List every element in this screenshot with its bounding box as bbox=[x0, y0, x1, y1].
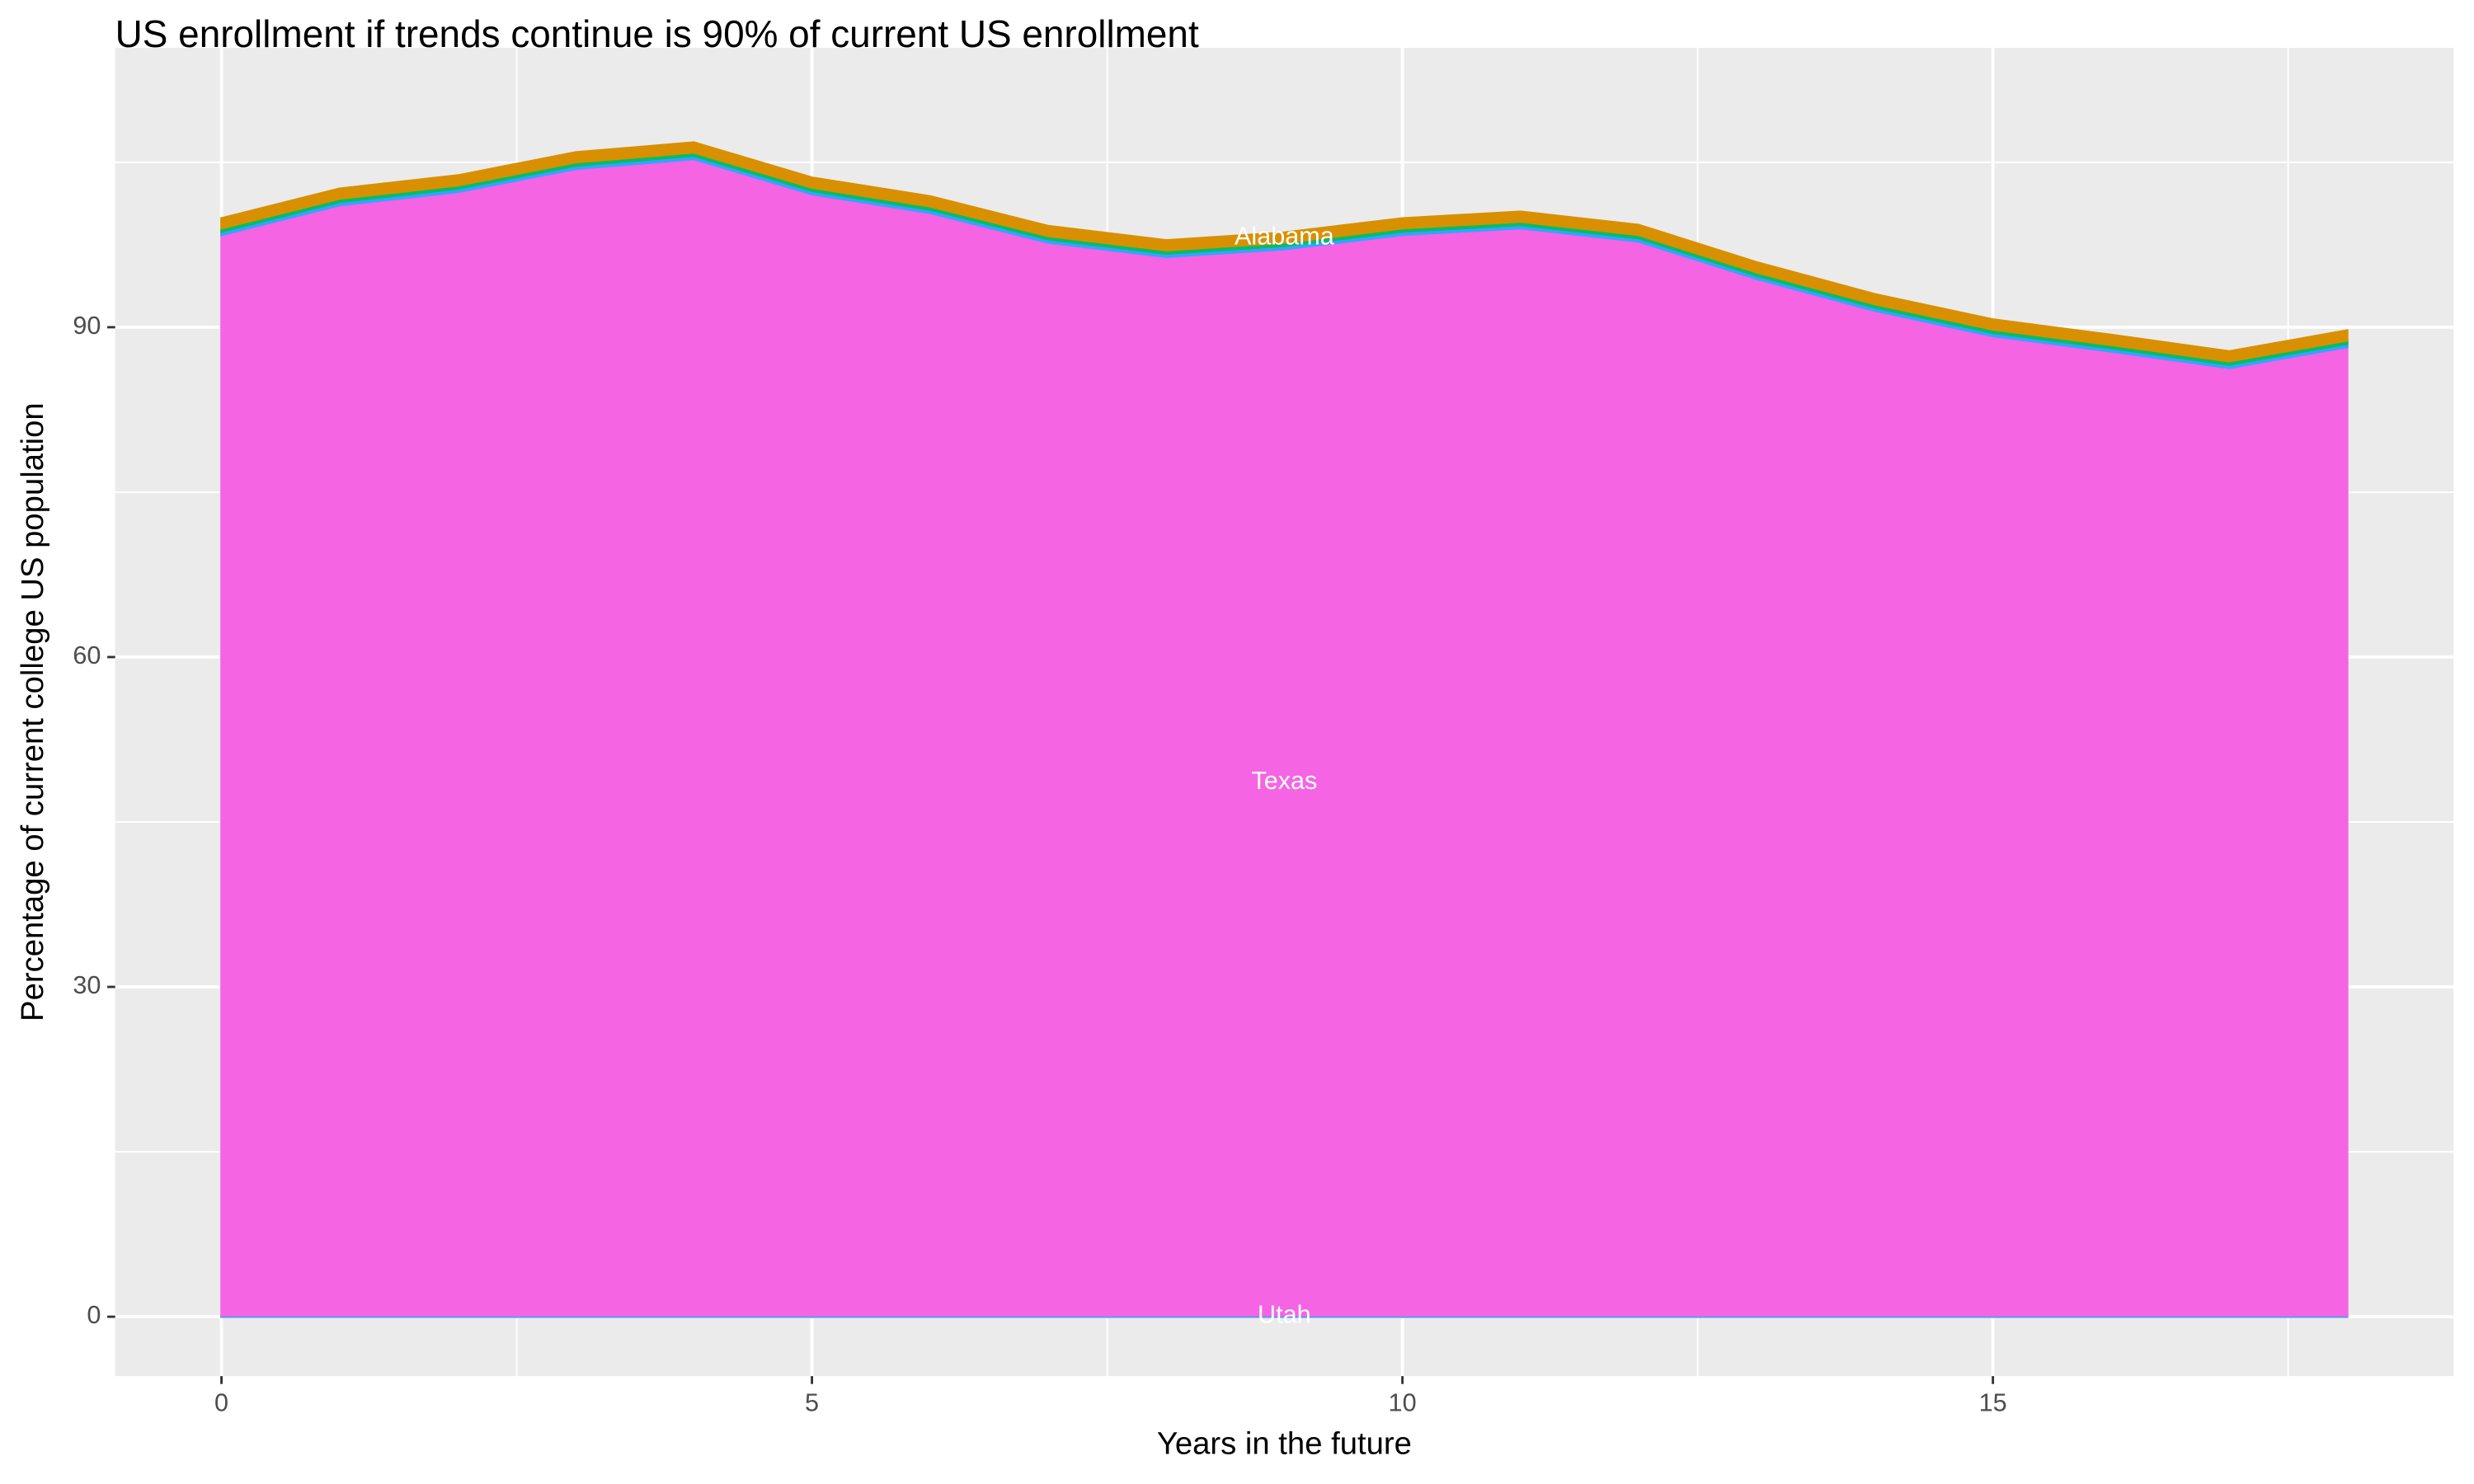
x-tick-label: 0 bbox=[214, 1389, 228, 1417]
y-tick-label: 90 bbox=[73, 312, 101, 340]
y-tick-label: 60 bbox=[73, 641, 101, 669]
y-tick-label: 0 bbox=[87, 1301, 101, 1329]
y-tick-label: 30 bbox=[73, 971, 101, 999]
x-axis-title: Years in the future bbox=[1157, 1425, 1412, 1461]
x-tick-label: 10 bbox=[1389, 1389, 1417, 1417]
area bbox=[220, 141, 2349, 363]
y-axis-title: Percentage of current college US populat… bbox=[15, 402, 50, 1021]
series-label: Alabama bbox=[1235, 222, 1335, 250]
x-tick-label: 5 bbox=[805, 1389, 819, 1417]
chart-title: US enrollment if trends continue is 90% … bbox=[115, 12, 1199, 55]
series-label: Utah bbox=[1258, 1301, 1311, 1329]
x-tick-label: 15 bbox=[1979, 1389, 2007, 1417]
series-label: Texas bbox=[1251, 767, 1317, 795]
